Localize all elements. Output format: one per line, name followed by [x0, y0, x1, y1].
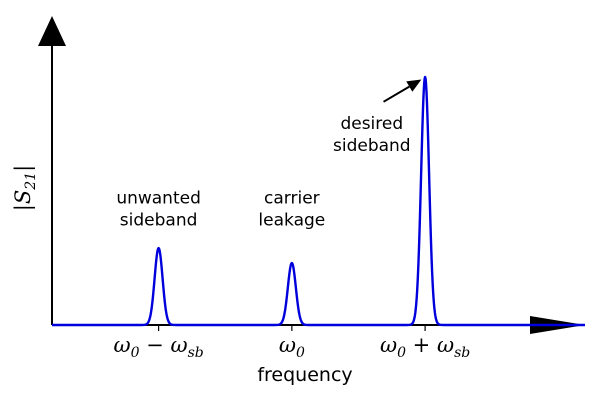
annotation-2-line-1: sideband — [333, 136, 411, 156]
annotation-0-line-1: sideband — [120, 210, 198, 230]
y-axis-label-end: | — [11, 165, 36, 172]
annotation-2-line-0: desired — [340, 114, 403, 134]
x-tick-label-0: ω0 − ωsb — [113, 333, 203, 361]
y-axis-label-main: |S — [11, 190, 36, 211]
series-group — [51, 75, 586, 327]
annotation-0-line-0: unwanted — [116, 188, 201, 208]
y-axis-label: |S21| — [11, 165, 39, 211]
x-tick-label-2: ω0 + ωsb — [380, 333, 470, 361]
y-axis-label-sub: 21 — [23, 172, 39, 191]
annotation-1-line-1: leakage — [258, 210, 325, 230]
tick-labels: ω0 − ωsb ω0 ω0 + ωsb — [113, 325, 470, 361]
x-axis-label: frequency — [257, 364, 352, 386]
annotations: unwantedsidebandcarrierleakagedesiredsid… — [116, 79, 422, 230]
annotation-arrow-head — [406, 79, 422, 92]
x-tick-label-1: ω0 — [279, 333, 305, 361]
series-line-0 — [51, 75, 586, 327]
axes — [38, 16, 585, 334]
y-axis-arrowhead — [38, 16, 66, 46]
annotation-arrow-shaft — [383, 85, 410, 103]
annotation-1-line-0: carrier — [264, 188, 320, 208]
